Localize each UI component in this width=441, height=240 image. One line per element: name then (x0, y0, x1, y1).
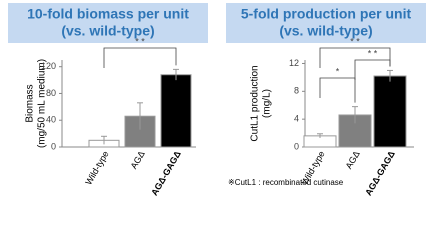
y-tick-label: 8 (294, 86, 299, 96)
significance-label: * * (368, 48, 378, 58)
bar (373, 75, 407, 148)
significance-label: * * (350, 36, 360, 46)
y-tick-label: 120 (41, 61, 56, 71)
significance-bracket (319, 77, 356, 103)
significance-label: * (336, 66, 340, 76)
bar (160, 74, 192, 148)
chart-subtitle: (vs. wild-type) (61, 23, 154, 39)
y-axis-label: CutL1 production (250, 65, 261, 141)
x-tick-label: AGΔ (344, 149, 362, 170)
y-tick-label: 4 (294, 114, 299, 124)
footnote: ※CutL1 : recombinated cutinase (228, 178, 344, 187)
y-tick-label: 0 (294, 141, 299, 151)
y-axis-label: Biomass (25, 84, 36, 122)
y-tick-label: 80 (46, 88, 56, 98)
y-axis-label: (mg/L) (262, 89, 273, 118)
y-tick-label: 12 (289, 58, 299, 68)
x-tick-label: AGΔ (129, 149, 147, 170)
significance-bracket (319, 47, 391, 68)
chart-subtitle: (vs. wild-type) (279, 23, 372, 39)
figure: 10-fold biomass per unit(vs. wild-type)B… (8, 3, 426, 197)
x-tick-label: AGΔ-GAGΔ (149, 149, 183, 197)
y-tick-label: 0 (51, 141, 56, 151)
header-box (8, 3, 208, 43)
y-tick-label: 40 (46, 115, 56, 125)
significance-label: * * (135, 36, 145, 46)
header-box (226, 3, 426, 43)
significance-bracket (103, 47, 177, 68)
chart-title: 5-fold production per unit (241, 6, 412, 22)
y-axis-label: (mg/50 mL medium) (37, 59, 48, 148)
x-tick-label: AGΔ-GAGΔ (363, 149, 397, 197)
chart-title: 10-fold biomass per unit (27, 6, 189, 22)
x-tick-label: Wild-type (83, 149, 110, 186)
